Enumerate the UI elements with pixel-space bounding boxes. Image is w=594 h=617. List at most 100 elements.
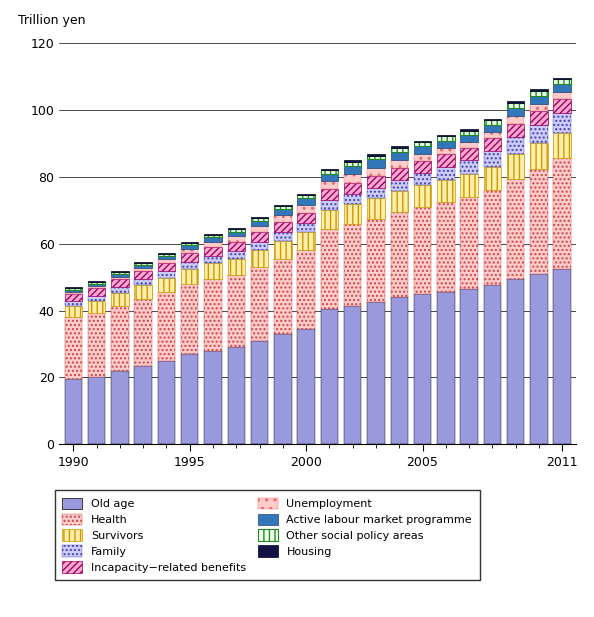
Bar xyxy=(437,148,454,154)
Bar xyxy=(484,118,501,120)
Bar xyxy=(251,217,268,218)
Bar xyxy=(298,213,315,223)
Bar xyxy=(507,154,525,178)
Bar xyxy=(344,183,361,194)
Bar xyxy=(134,366,152,444)
Bar xyxy=(181,354,198,444)
Bar xyxy=(65,292,82,294)
Bar xyxy=(530,143,548,168)
Bar xyxy=(251,250,268,267)
Bar xyxy=(65,287,82,288)
Bar xyxy=(251,233,268,242)
Bar xyxy=(484,167,501,190)
Bar xyxy=(274,233,292,241)
Bar xyxy=(274,209,292,215)
Bar xyxy=(507,279,525,444)
Bar xyxy=(321,210,338,229)
Bar xyxy=(321,181,338,189)
Bar xyxy=(321,169,338,170)
Bar xyxy=(437,136,454,141)
Bar xyxy=(298,205,315,213)
Bar xyxy=(181,249,198,254)
Bar xyxy=(484,190,501,286)
Bar xyxy=(414,141,431,143)
Bar xyxy=(228,231,245,236)
Bar xyxy=(228,228,245,229)
Bar xyxy=(344,160,361,162)
Bar xyxy=(460,197,478,289)
Bar xyxy=(88,301,105,313)
Bar xyxy=(204,247,222,255)
Bar xyxy=(530,96,548,104)
Bar xyxy=(367,154,385,156)
Bar xyxy=(65,379,82,444)
Bar xyxy=(460,289,478,444)
Bar xyxy=(367,218,385,302)
Bar xyxy=(204,238,222,242)
Bar xyxy=(111,271,129,273)
Bar xyxy=(88,284,105,286)
Bar xyxy=(367,302,385,444)
Bar xyxy=(274,215,292,222)
Bar xyxy=(530,274,548,444)
Bar xyxy=(554,159,571,269)
Bar xyxy=(390,191,408,212)
Bar xyxy=(204,263,222,279)
Text: Trillion yen: Trillion yen xyxy=(18,14,86,27)
Bar xyxy=(158,253,175,254)
Bar xyxy=(390,212,408,297)
Bar xyxy=(228,242,245,251)
Bar xyxy=(321,309,338,444)
Bar xyxy=(367,176,385,188)
Bar xyxy=(554,99,571,113)
Bar xyxy=(251,267,268,341)
Bar xyxy=(88,282,105,284)
Bar xyxy=(507,101,525,103)
Bar xyxy=(390,180,408,191)
Bar xyxy=(367,168,385,176)
Bar xyxy=(344,162,361,165)
Bar xyxy=(414,185,431,207)
Bar xyxy=(530,111,548,125)
Bar xyxy=(554,133,571,159)
Bar xyxy=(460,160,478,174)
Bar xyxy=(484,133,501,138)
Bar xyxy=(460,135,478,142)
Bar xyxy=(65,300,82,305)
Bar xyxy=(530,91,548,96)
Bar xyxy=(484,125,501,133)
Bar xyxy=(204,279,222,350)
Bar xyxy=(460,131,478,135)
Bar xyxy=(414,161,431,173)
Bar xyxy=(321,189,338,200)
Bar xyxy=(111,371,129,444)
Bar xyxy=(181,262,198,269)
Bar xyxy=(134,262,152,263)
Bar xyxy=(65,294,82,300)
Bar xyxy=(228,259,245,275)
Bar xyxy=(251,226,268,233)
Bar xyxy=(390,148,408,152)
Bar xyxy=(228,347,245,444)
Bar xyxy=(344,204,361,223)
Bar xyxy=(88,281,105,282)
Bar xyxy=(321,170,338,173)
Bar xyxy=(437,167,454,180)
Bar xyxy=(158,292,175,361)
Bar xyxy=(554,113,571,133)
Bar xyxy=(507,103,525,108)
Bar xyxy=(134,263,152,265)
Bar xyxy=(134,299,152,366)
Bar xyxy=(344,165,361,173)
Bar xyxy=(484,120,501,125)
Bar xyxy=(390,160,408,168)
Bar xyxy=(181,242,198,245)
Bar xyxy=(274,205,292,206)
Bar xyxy=(274,222,292,233)
Bar xyxy=(65,289,82,292)
Bar xyxy=(111,287,129,292)
Bar xyxy=(158,254,175,255)
Bar xyxy=(484,151,501,167)
Legend: Old age, Health, Survivors, Family, Incapacity−related benefits, Unemployment, A: Old age, Health, Survivors, Family, Inca… xyxy=(55,490,480,581)
Bar xyxy=(414,154,431,161)
